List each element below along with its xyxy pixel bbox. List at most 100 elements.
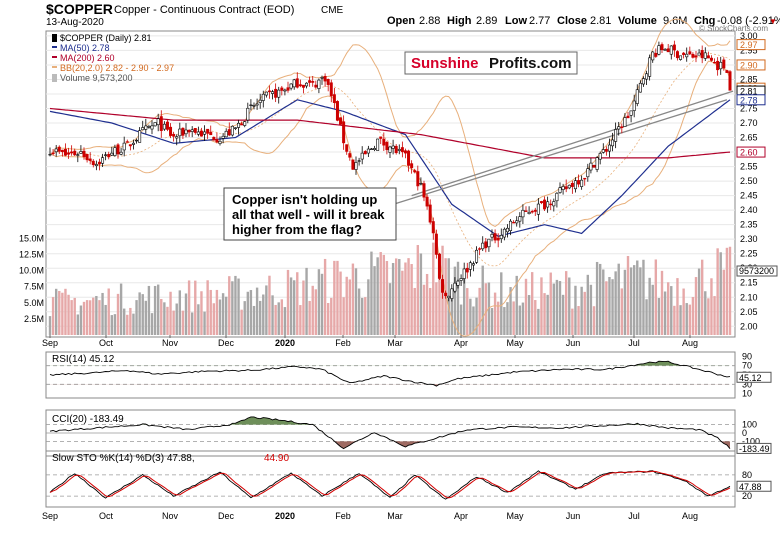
candle-body	[196, 131, 200, 135]
candle-body	[555, 192, 559, 202]
candle-body	[512, 221, 516, 224]
price-axis-label: 2.85	[740, 74, 758, 84]
candle-body	[97, 161, 101, 165]
candle-body	[620, 126, 624, 128]
candle-body	[187, 129, 191, 133]
x-axis-label-top: Jun	[566, 338, 581, 348]
volume-bar	[719, 252, 722, 335]
candle-body	[345, 144, 349, 152]
candle-body	[580, 179, 584, 187]
volume-bar	[206, 280, 209, 335]
candle-body	[400, 147, 404, 153]
volume-bar	[382, 254, 386, 335]
price-axis-label: 2.15	[740, 278, 758, 288]
candle-body	[462, 268, 466, 279]
candle-body	[249, 104, 253, 106]
candle-body	[539, 201, 543, 204]
volume-bar	[564, 271, 568, 335]
candle-body	[113, 147, 117, 156]
candle-body	[666, 48, 670, 53]
analyst-annotation: Copper isn't holding up all that well - …	[223, 187, 397, 241]
candle-body	[332, 94, 336, 103]
candle-body	[357, 160, 361, 162]
annotation-line-3: higher from the flag?	[232, 222, 362, 237]
volume-bar	[574, 285, 577, 335]
stoch-label: Slow STO %K(14) %D(3) 47.88, 44.90	[52, 453, 289, 464]
volume-bar	[122, 308, 126, 335]
candle-body	[376, 138, 380, 151]
candle-body	[515, 220, 519, 224]
candle-body	[224, 130, 228, 138]
axes: 3.002.952.902.852.802.752.702.652.602.55…	[19, 31, 778, 521]
volume-bar	[255, 287, 259, 335]
volume-bar	[243, 301, 246, 335]
candle-body	[388, 146, 392, 153]
candle-body	[135, 139, 139, 142]
candle-body	[230, 125, 234, 136]
price-axis-label: 2.00	[740, 321, 758, 331]
candle-body	[218, 140, 222, 144]
candle-body	[719, 61, 723, 70]
volume-bar	[691, 297, 695, 335]
candle-body	[679, 55, 683, 60]
candle-body	[675, 51, 679, 59]
volume-bar	[660, 270, 664, 335]
candle-body	[592, 165, 596, 168]
price-tag-box	[736, 146, 766, 158]
volume-bar	[82, 301, 86, 335]
price-axis-label: 2.70	[740, 118, 758, 128]
candle-body	[567, 184, 571, 189]
volume-bar	[104, 304, 107, 335]
volume-bar	[212, 303, 216, 335]
candle-body	[301, 84, 305, 88]
candle-body	[700, 50, 704, 59]
candle-body	[570, 182, 574, 187]
volume-bar	[493, 292, 497, 335]
high-label: High	[447, 15, 472, 27]
volume-tag-label: 9573200	[739, 266, 774, 276]
volume-bar	[172, 310, 175, 335]
price-candles	[48, 40, 732, 302]
price-axis-label: 2.30	[740, 234, 758, 244]
volume-bar	[521, 302, 525, 335]
candle-body	[243, 121, 247, 126]
candle-body	[267, 90, 271, 93]
candle-body	[694, 55, 698, 58]
candle-body	[648, 57, 652, 77]
oscillator-axis-label: 90	[742, 351, 752, 361]
volume-bar	[258, 300, 262, 335]
candle-body	[67, 152, 71, 155]
candle-body	[221, 135, 225, 139]
candle-body	[379, 136, 383, 139]
volume-bar	[725, 247, 729, 335]
candle-body	[101, 157, 105, 164]
candle-body	[369, 148, 373, 150]
candle-body	[119, 151, 123, 155]
volume-bar	[51, 297, 55, 335]
volume-bar	[311, 285, 314, 335]
candle-body	[509, 220, 513, 231]
volume-bar	[314, 289, 318, 335]
candle-body	[292, 79, 296, 88]
open-value: 2.88	[419, 15, 440, 27]
volume-bar	[274, 304, 277, 335]
volume-bar	[484, 283, 488, 335]
volume-bar	[200, 291, 203, 335]
volume-bar	[92, 297, 95, 335]
candle-body	[94, 164, 98, 167]
oscillator-line	[49, 360, 731, 387]
volume-bar	[234, 275, 237, 335]
candle-body	[141, 127, 145, 131]
price-tag-label: 2.78	[740, 95, 758, 105]
volume-bar	[116, 293, 120, 335]
volume-bar	[76, 314, 80, 335]
candle-body	[728, 71, 732, 91]
volume-bar	[271, 295, 274, 335]
volume-bar	[558, 281, 562, 335]
candle-body	[209, 131, 213, 136]
stoch-label-d: 44.90	[264, 453, 289, 464]
volume-bar	[135, 300, 138, 335]
chg-label: Chg	[694, 15, 715, 27]
volume-bar	[224, 296, 228, 335]
ma200-line	[49, 107, 731, 159]
